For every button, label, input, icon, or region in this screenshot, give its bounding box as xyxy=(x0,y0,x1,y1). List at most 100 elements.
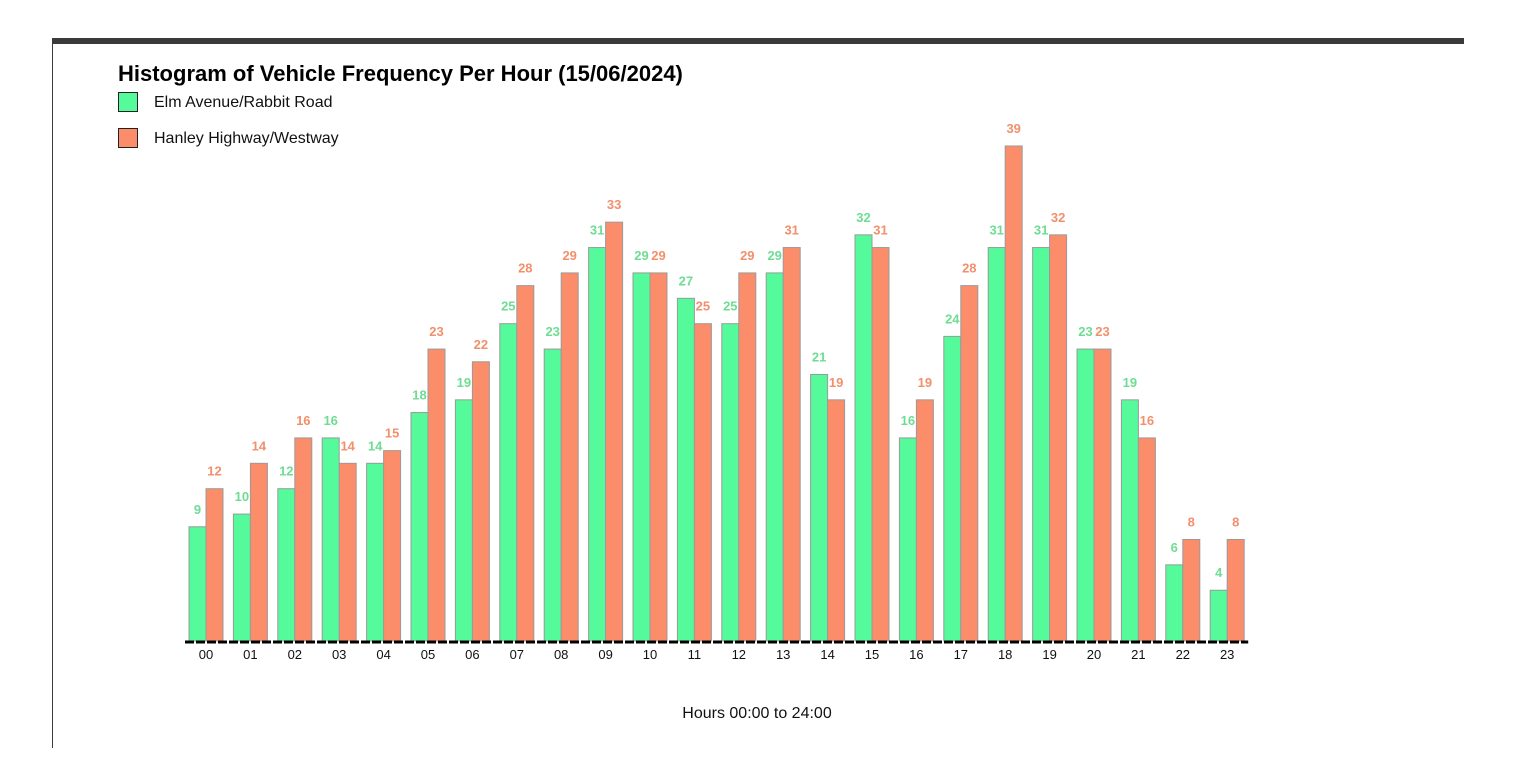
x-tick-label-07: 07 xyxy=(510,647,524,662)
data-label-series0-22: 6 xyxy=(1171,540,1178,555)
x-tick-label-19: 19 xyxy=(1042,647,1056,662)
legend-swatch-hanley-highway xyxy=(118,128,138,148)
data-label-series1-06: 22 xyxy=(474,337,488,352)
bar-series1-19 xyxy=(1049,234,1068,642)
data-label-series0-12: 25 xyxy=(723,299,737,314)
data-label-series1-02: 16 xyxy=(296,413,310,428)
bar-series1-10 xyxy=(649,272,668,642)
x-tick-label-03: 03 xyxy=(332,647,346,662)
data-label-series0-07: 25 xyxy=(501,299,515,314)
data-label-series1-22: 8 xyxy=(1188,514,1195,529)
bar-series0-21 xyxy=(1120,399,1139,642)
bar-series1-20 xyxy=(1093,348,1112,642)
data-label-series1-13: 31 xyxy=(784,223,798,238)
legend-label-elm-avenue: Elm Avenue/Rabbit Road xyxy=(154,94,333,111)
bar-series1-22 xyxy=(1182,538,1201,642)
data-label-series1-08: 29 xyxy=(562,248,576,263)
bar-series0-03 xyxy=(321,437,340,642)
x-tick-label-05: 05 xyxy=(421,647,435,662)
bar-series1-02 xyxy=(294,437,313,642)
x-tick-label-04: 04 xyxy=(376,647,390,662)
bar-series1-16 xyxy=(915,399,934,642)
data-label-series0-16: 16 xyxy=(901,413,915,428)
x-tick-label-11: 11 xyxy=(688,647,702,662)
data-label-series0-08: 23 xyxy=(545,324,559,339)
x-tick-label-09: 09 xyxy=(598,647,612,662)
data-label-series0-23: 4 xyxy=(1215,565,1223,580)
chart-title: Histogram of Vehicle Frequency Per Hour … xyxy=(118,61,683,86)
data-label-series0-13: 29 xyxy=(767,248,781,263)
data-label-series0-03: 16 xyxy=(323,413,337,428)
data-label-series1-11: 25 xyxy=(696,299,710,314)
data-label-series0-17: 24 xyxy=(945,311,960,326)
bar-series1-04 xyxy=(383,450,402,642)
data-label-series0-11: 27 xyxy=(679,273,693,288)
x-axis-label: Hours 00:00 to 24:00 xyxy=(682,705,832,722)
data-label-series0-06: 19 xyxy=(457,375,471,390)
x-tick-label-12: 12 xyxy=(732,647,746,662)
data-label-series0-20: 23 xyxy=(1078,324,1092,339)
data-label-series0-04: 14 xyxy=(368,438,383,453)
data-label-series1-16: 19 xyxy=(918,375,932,390)
bar-series1-03 xyxy=(338,462,357,642)
bar-series1-13 xyxy=(782,247,801,642)
bar-series0-18 xyxy=(987,247,1006,642)
data-label-series1-21: 16 xyxy=(1140,413,1154,428)
data-label-series1-10: 29 xyxy=(651,248,665,263)
bar-series1-09 xyxy=(605,221,624,642)
data-label-series1-07: 28 xyxy=(518,261,532,276)
bar-series0-10 xyxy=(632,272,651,642)
bar-series0-01 xyxy=(232,513,251,642)
data-label-series1-01: 14 xyxy=(252,438,267,453)
data-label-series0-02: 12 xyxy=(279,464,293,479)
data-label-series1-18: 39 xyxy=(1006,121,1020,136)
data-label-series1-14: 19 xyxy=(829,375,843,390)
bar-series0-12 xyxy=(721,323,740,642)
x-tick-label-22: 22 xyxy=(1176,647,1190,662)
data-label-series1-00: 12 xyxy=(207,464,221,479)
x-tick-label-02: 02 xyxy=(288,647,302,662)
data-label-series0-10: 29 xyxy=(634,248,648,263)
data-label-series1-09: 33 xyxy=(607,197,621,212)
data-label-series1-23: 8 xyxy=(1232,514,1239,529)
bar-series0-16 xyxy=(898,437,917,642)
bar-series0-09 xyxy=(588,247,607,642)
x-tick-label-21: 21 xyxy=(1131,647,1145,662)
bar-series0-23 xyxy=(1209,589,1228,642)
x-tick-label-14: 14 xyxy=(820,647,834,662)
data-label-series0-14: 21 xyxy=(812,349,826,364)
x-tick-label-23: 23 xyxy=(1220,647,1234,662)
bar-series1-11 xyxy=(693,323,712,642)
data-label-series1-20: 23 xyxy=(1095,324,1109,339)
x-tick-label-15: 15 xyxy=(865,647,879,662)
bar-series0-00 xyxy=(188,526,207,642)
bar-series1-14 xyxy=(827,399,846,642)
bar-series1-12 xyxy=(738,272,757,642)
data-label-series1-03: 14 xyxy=(340,438,355,453)
bar-series1-08 xyxy=(560,272,579,642)
bar-series0-14 xyxy=(810,373,829,642)
bar-series0-19 xyxy=(1032,247,1051,642)
data-label-series1-05: 23 xyxy=(429,324,443,339)
bar-series0-04 xyxy=(366,462,385,642)
x-tick-label-20: 20 xyxy=(1087,647,1101,662)
bar-series0-07 xyxy=(499,323,518,642)
bar-series0-05 xyxy=(410,412,429,642)
x-tick-label-06: 06 xyxy=(465,647,479,662)
data-label-series0-05: 18 xyxy=(412,388,426,403)
bar-series1-01 xyxy=(249,462,268,642)
bar-series0-02 xyxy=(277,488,296,642)
data-label-series0-19: 31 xyxy=(1034,223,1048,238)
x-tick-label-08: 08 xyxy=(554,647,568,662)
data-label-series0-01: 10 xyxy=(235,489,249,504)
top-rule xyxy=(52,38,1464,44)
bar-series0-22 xyxy=(1165,564,1184,642)
data-label-series1-15: 31 xyxy=(873,223,887,238)
x-tick-label-00: 00 xyxy=(199,647,213,662)
bar-series1-15 xyxy=(871,247,890,642)
bar-series1-17 xyxy=(960,285,979,642)
bar-series0-15 xyxy=(854,234,873,642)
bar-series0-17 xyxy=(943,335,962,642)
data-label-series1-12: 29 xyxy=(740,248,754,263)
